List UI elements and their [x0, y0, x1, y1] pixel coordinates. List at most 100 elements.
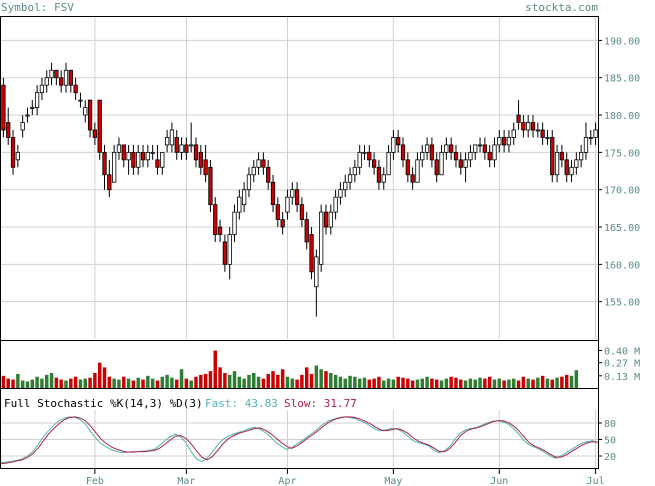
candle-body — [10, 137, 16, 168]
volume-bar — [463, 380, 468, 388]
candle-body — [39, 84, 45, 94]
price-tick-label: 185.00 — [604, 74, 640, 85]
candle-body — [535, 129, 540, 132]
volume-bar — [83, 378, 87, 388]
candle-body — [179, 144, 184, 153]
stochastic-line-slow — [0, 416, 599, 465]
candle-body — [30, 107, 35, 109]
volume-bar — [266, 373, 270, 388]
candle-body — [299, 204, 305, 220]
candle-body — [155, 159, 160, 168]
price-tick-label: 190.00 — [604, 36, 640, 47]
volume-bar — [1, 375, 6, 388]
volume-bar — [16, 373, 20, 388]
volume-bar — [434, 379, 439, 388]
candle-body — [588, 137, 593, 139]
candle-body — [521, 122, 526, 131]
volume-bar — [526, 378, 530, 388]
volume-bar — [276, 374, 280, 388]
candle-body — [222, 241, 228, 265]
volume-bar — [492, 379, 497, 388]
candle-body — [256, 159, 261, 168]
candle-body — [213, 204, 218, 235]
symbol-label: Symbol: FSV — [1, 1, 74, 14]
site-link[interactable]: stockta.com — [525, 1, 598, 14]
volume-bar — [295, 379, 299, 388]
candle-body — [107, 174, 112, 191]
volume-bar — [531, 379, 535, 388]
candle-body — [415, 159, 420, 183]
volume-bar — [406, 378, 410, 388]
candle-body — [473, 144, 478, 153]
volume-tick-label: 0.27 M — [604, 359, 640, 370]
volume-bar — [560, 376, 564, 388]
candle-body — [54, 69, 59, 79]
volume-bar — [502, 380, 506, 388]
volume-bar — [367, 379, 372, 388]
candle-body — [550, 137, 555, 176]
volume-bar — [319, 369, 323, 388]
volume-bar — [348, 375, 352, 388]
volume-bar — [194, 376, 198, 388]
volume-bar — [353, 376, 357, 388]
volume-bar — [242, 378, 246, 388]
volume-bar — [20, 380, 25, 388]
candle-body — [261, 159, 266, 168]
candle-body — [343, 181, 348, 191]
volume-bar — [324, 371, 328, 388]
volume-bar — [483, 378, 487, 388]
candle-body — [323, 211, 329, 228]
candle-body — [579, 151, 584, 161]
volume-bar — [155, 380, 160, 388]
volume-bar — [122, 376, 126, 388]
volume-bar — [174, 379, 179, 388]
candle-body — [44, 77, 49, 86]
candle-body — [25, 114, 30, 117]
candle-body — [304, 219, 309, 243]
volume-bar — [54, 377, 59, 388]
volume-tick-label: 0.13 M — [604, 372, 640, 383]
candle-body — [391, 137, 396, 153]
candle-body — [126, 151, 131, 161]
candle-body — [112, 151, 117, 183]
volume-bar — [382, 380, 386, 388]
candle-body — [309, 234, 314, 273]
candle-body — [482, 144, 487, 153]
candle-body — [593, 129, 598, 138]
candle-body — [270, 181, 276, 206]
volume-bar — [107, 376, 112, 388]
candle-body — [386, 151, 391, 176]
candle-body — [290, 189, 295, 198]
volume-bar — [218, 367, 222, 388]
volume-bar — [189, 380, 193, 388]
volume-bar — [261, 378, 266, 388]
volume-bar — [449, 376, 453, 388]
volume-bar — [314, 365, 319, 388]
volume-bar — [49, 373, 54, 388]
candle-body — [121, 144, 126, 161]
volume-bar — [88, 377, 92, 388]
candle-body — [434, 159, 439, 176]
candle-body — [6, 122, 11, 138]
volume-bar — [208, 371, 213, 388]
candle-body — [246, 174, 252, 191]
volume-bar — [521, 376, 526, 388]
volume-bar — [165, 374, 169, 388]
volume-bar — [59, 379, 63, 388]
volume-bar — [309, 373, 314, 388]
volume-bar — [227, 374, 232, 388]
candle-body — [193, 144, 199, 161]
volume-bar — [285, 376, 290, 388]
volume-bar — [540, 375, 545, 388]
candle-body — [87, 99, 93, 131]
volume-bar — [199, 374, 203, 388]
candle-body — [116, 144, 122, 153]
volume-bar — [150, 378, 155, 388]
volume-bar — [357, 378, 362, 388]
volume-bar — [93, 373, 97, 388]
candle-body — [400, 144, 406, 161]
candle-body — [319, 211, 324, 265]
volume-bar — [25, 381, 30, 388]
volume-bar — [69, 378, 73, 388]
